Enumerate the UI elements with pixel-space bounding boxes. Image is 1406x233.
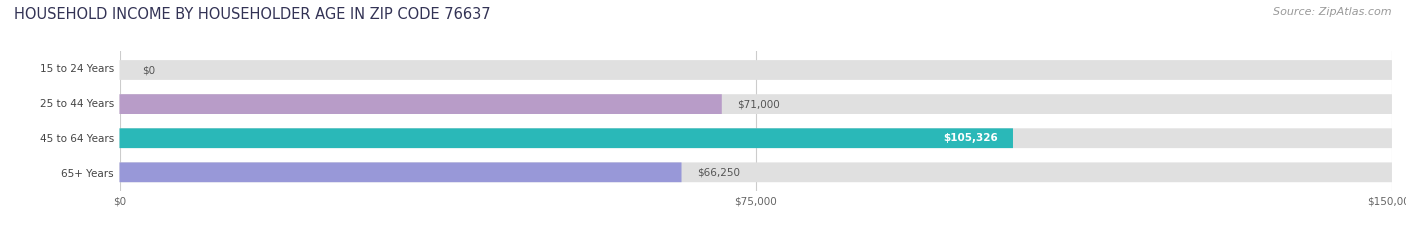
FancyBboxPatch shape <box>120 128 1012 148</box>
Text: HOUSEHOLD INCOME BY HOUSEHOLDER AGE IN ZIP CODE 76637: HOUSEHOLD INCOME BY HOUSEHOLDER AGE IN Z… <box>14 7 491 22</box>
FancyBboxPatch shape <box>120 128 1392 148</box>
Text: 15 to 24 Years: 15 to 24 Years <box>39 64 114 74</box>
FancyBboxPatch shape <box>120 60 1392 80</box>
Text: 65+ Years: 65+ Years <box>62 169 114 178</box>
FancyBboxPatch shape <box>120 162 682 182</box>
Text: 45 to 64 Years: 45 to 64 Years <box>39 134 114 144</box>
FancyBboxPatch shape <box>120 162 1392 182</box>
Text: $71,000: $71,000 <box>737 99 780 109</box>
FancyBboxPatch shape <box>120 94 1392 114</box>
Text: 25 to 44 Years: 25 to 44 Years <box>39 99 114 109</box>
Text: $0: $0 <box>142 65 156 75</box>
FancyBboxPatch shape <box>120 94 721 114</box>
Text: $66,250: $66,250 <box>697 167 740 177</box>
Text: $105,326: $105,326 <box>943 133 998 143</box>
Text: Source: ZipAtlas.com: Source: ZipAtlas.com <box>1274 7 1392 17</box>
